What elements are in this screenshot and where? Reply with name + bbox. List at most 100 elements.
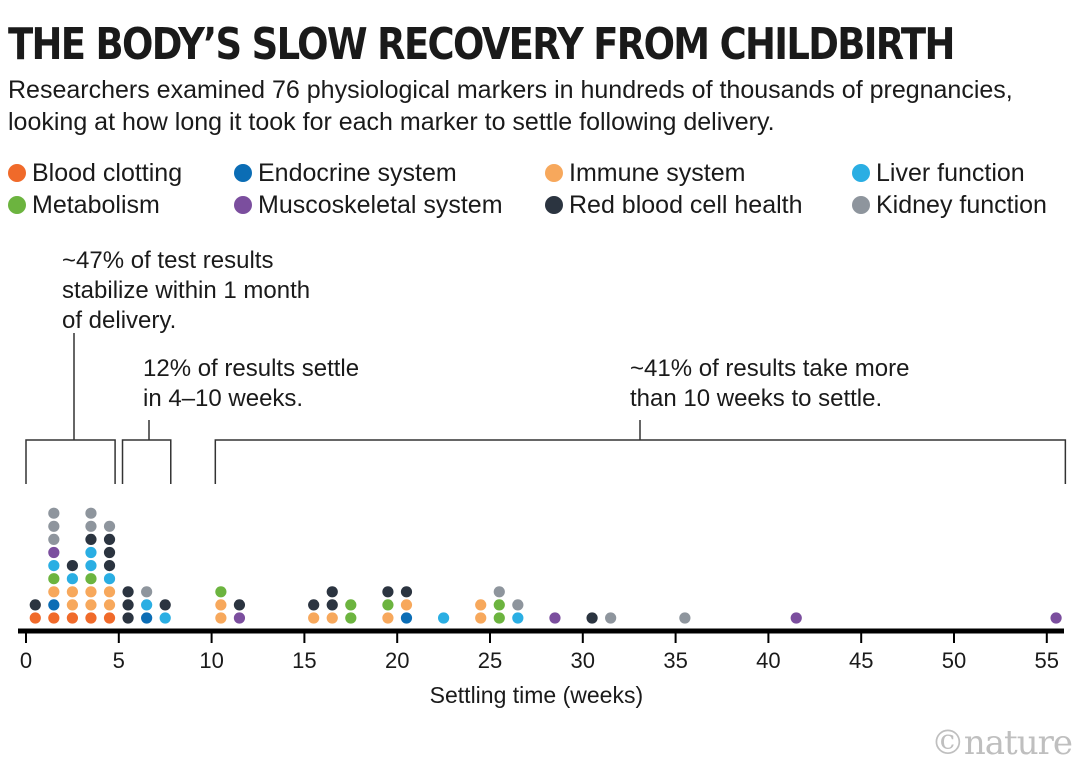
data-point-rbc [85, 533, 97, 546]
x-tick-label: 25 [478, 648, 502, 673]
nature-logo: ©nature [930, 723, 1073, 763]
data-point-rbc [122, 599, 134, 611]
data-point-kidney [48, 533, 60, 546]
legend-item-kidney: Kidney function [852, 189, 1047, 221]
legend-item-immune: Immune system [545, 157, 745, 189]
data-point-liver [103, 573, 116, 585]
annotation-text: in 4–10 weeks. [143, 385, 303, 412]
x-tick-label: 45 [849, 648, 873, 673]
legend-item-metab: Metabolism [8, 189, 160, 221]
data-point-liver [159, 612, 171, 624]
data-point-liver [438, 612, 450, 624]
legend-swatch [234, 164, 252, 182]
data-point-metab [345, 599, 357, 611]
legend-swatch [545, 164, 563, 182]
data-point-metab [48, 573, 60, 585]
legend-label: Muscoskeletal system [258, 191, 503, 219]
data-point-endo [400, 612, 413, 624]
legend-label: Endocrine system [258, 159, 457, 187]
legend-item-musc: Muscoskeletal system [234, 189, 503, 221]
data-point-kidney [85, 520, 97, 532]
data-point-rbc [586, 612, 598, 624]
legend-swatch [234, 196, 252, 214]
x-tick-label: 0 [20, 648, 32, 673]
legend-swatch [8, 196, 26, 214]
annotation-text: of delivery. [62, 307, 176, 334]
data-point-kidney [141, 586, 153, 598]
annotation-bracket [25, 439, 116, 484]
data-point-liver [141, 599, 153, 611]
data-point-blood [66, 612, 78, 624]
data-point-immune [103, 599, 116, 611]
x-tick-label: 40 [756, 648, 780, 673]
data-point-musc [790, 612, 802, 624]
data-point-rbc [326, 599, 338, 611]
legend-swatch [852, 196, 870, 214]
data-point-immune [85, 599, 97, 611]
x-tick-label: 35 [663, 648, 687, 673]
legend: Blood clotting Endocrine system Immune sys… [8, 157, 1078, 223]
legend-label: Immune system [569, 159, 746, 187]
data-point-immune [475, 599, 487, 611]
legend-label: Blood clotting [32, 159, 183, 187]
data-point-immune [215, 599, 227, 611]
data-point-metab [493, 599, 505, 611]
data-point-liver [512, 612, 524, 624]
data-point-rbc [103, 560, 116, 572]
data-point-rbc [308, 599, 320, 611]
legend-label: Red blood cell health [569, 191, 803, 219]
data-point-immune [308, 612, 320, 624]
legend-swatch [852, 164, 870, 182]
data-point-blood [48, 612, 60, 624]
data-point-immune [326, 612, 338, 624]
chart-subtitle: Researchers examined 76 physiological ma… [8, 76, 1013, 136]
data-point-musc [549, 612, 561, 624]
data-point-rbc [159, 599, 171, 611]
data-point-immune [475, 612, 487, 624]
annotation-bracket [121, 439, 172, 484]
data-point-rbc [122, 586, 134, 598]
data-point-rbc [233, 599, 246, 611]
legend-label: Metabolism [32, 191, 160, 219]
data-point-rbc [66, 560, 78, 572]
data-point-kidney [48, 507, 60, 519]
data-point-musc [233, 612, 246, 624]
annotation-text: 12% of results settle [143, 355, 359, 382]
data-point-liver [48, 560, 60, 572]
data-point-musc [1050, 612, 1062, 624]
x-tick-label: 50 [942, 648, 966, 673]
data-point-metab [382, 599, 394, 611]
x-tick-label: 5 [113, 648, 125, 673]
data-point-metab [345, 612, 357, 624]
data-point-immune [85, 586, 97, 598]
x-tick-label: 30 [571, 648, 595, 673]
x-tick-label: 10 [199, 648, 223, 673]
annotation-text: stabilize within 1 month [62, 277, 310, 304]
data-point-immune [48, 586, 60, 598]
legend-swatch [545, 196, 563, 214]
data-point-kidney [679, 612, 691, 624]
dot-plot: 0 5 10 15 20 25 30 35 40 45 50 55 Settling time (wee… [18, 247, 1067, 708]
data-point-rbc [103, 546, 116, 559]
data-point-kidney [605, 612, 617, 624]
data-point-liver [85, 560, 97, 572]
data-point-kidney [48, 520, 60, 532]
data-point-kidney [85, 507, 97, 519]
data-point-endo [48, 599, 60, 611]
data-point-blood [29, 612, 41, 624]
data-point-rbc [122, 612, 134, 624]
data-point-immune [66, 586, 78, 598]
data-point-rbc [29, 599, 41, 611]
legend-label: Liver function [876, 159, 1025, 187]
data-point-metab [493, 612, 505, 624]
data-point-blood [103, 612, 116, 624]
data-point-immune [382, 612, 394, 624]
data-point-kidney [512, 599, 524, 611]
legend-item-endo: Endocrine system [234, 157, 457, 189]
annotation-text: ~47% of test results [62, 247, 273, 274]
x-tick-label: 15 [292, 648, 316, 673]
x-tick-label: 55 [1035, 648, 1059, 673]
legend-item-rbc: Red blood cell health [545, 189, 803, 221]
annotation-text: ~41% of results take more [630, 355, 909, 382]
data-point-kidney [103, 520, 116, 532]
